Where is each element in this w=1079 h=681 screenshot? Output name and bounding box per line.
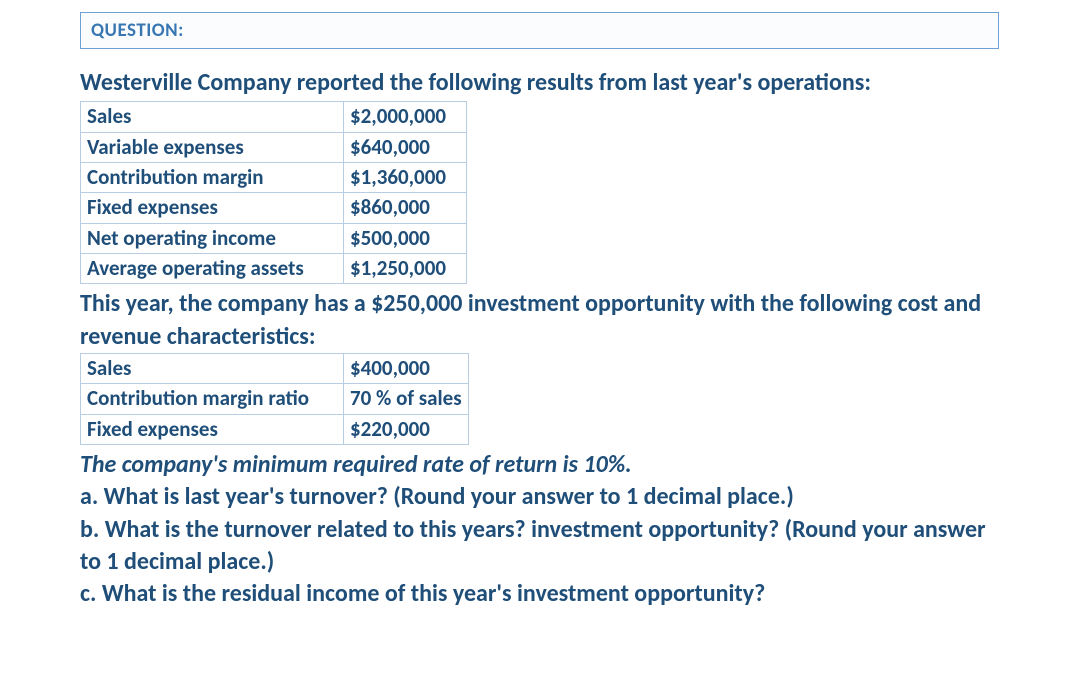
question-a: a. What is last year's turnover? (Round … (80, 481, 999, 513)
cell-value: $1,360,000 (344, 162, 467, 192)
table-row: Contribution margin ratio70 % of sales (81, 384, 469, 414)
question-b: b. What is the turnover related to this … (80, 514, 999, 579)
cell-label: Contribution margin ratio (81, 384, 344, 414)
table-row: Variable expenses$640,000 (81, 132, 467, 162)
cell-value: $1,250,000 (344, 253, 467, 283)
opportunity-table: Sales$400,000 Contribution margin ratio7… (80, 353, 469, 445)
table-row: Fixed expenses$220,000 (81, 414, 469, 444)
table-row: Fixed expenses$860,000 (81, 193, 467, 223)
cell-label: Sales (81, 102, 344, 132)
cell-value: $400,000 (344, 353, 469, 383)
rate-line: The company's minimum required rate of r… (80, 449, 999, 481)
intro-text: Westerville Company reported the followi… (80, 67, 999, 99)
cell-label: Average operating assets (81, 253, 344, 283)
table-row: Sales$2,000,000 (81, 102, 467, 132)
table-row: Average operating assets$1,250,000 (81, 253, 467, 283)
mid-text: This year, the company has a $250,000 in… (80, 288, 999, 353)
cell-value: 70 % of sales (344, 384, 469, 414)
page-container: QUESTION: Westerville Company reported t… (0, 0, 1079, 651)
question-c: c. What is the residual income of this y… (80, 578, 999, 610)
cell-label: Contribution margin (81, 162, 344, 192)
question-box: QUESTION: (80, 12, 999, 49)
cell-label: Variable expenses (81, 132, 344, 162)
results-table: Sales$2,000,000 Variable expenses$640,00… (80, 101, 467, 284)
cell-value: $640,000 (344, 132, 467, 162)
table-row: Sales$400,000 (81, 353, 469, 383)
cell-value: $220,000 (344, 414, 469, 444)
table-row: Contribution margin$1,360,000 (81, 162, 467, 192)
cell-value: $2,000,000 (344, 102, 467, 132)
cell-label: Fixed expenses (81, 193, 344, 223)
cell-label: Sales (81, 353, 344, 383)
question-label: QUESTION: (91, 19, 184, 42)
cell-value: $500,000 (344, 223, 467, 253)
cell-label: Net operating income (81, 223, 344, 253)
table-row: Net operating income$500,000 (81, 223, 467, 253)
cell-label: Fixed expenses (81, 414, 344, 444)
cell-value: $860,000 (344, 193, 467, 223)
